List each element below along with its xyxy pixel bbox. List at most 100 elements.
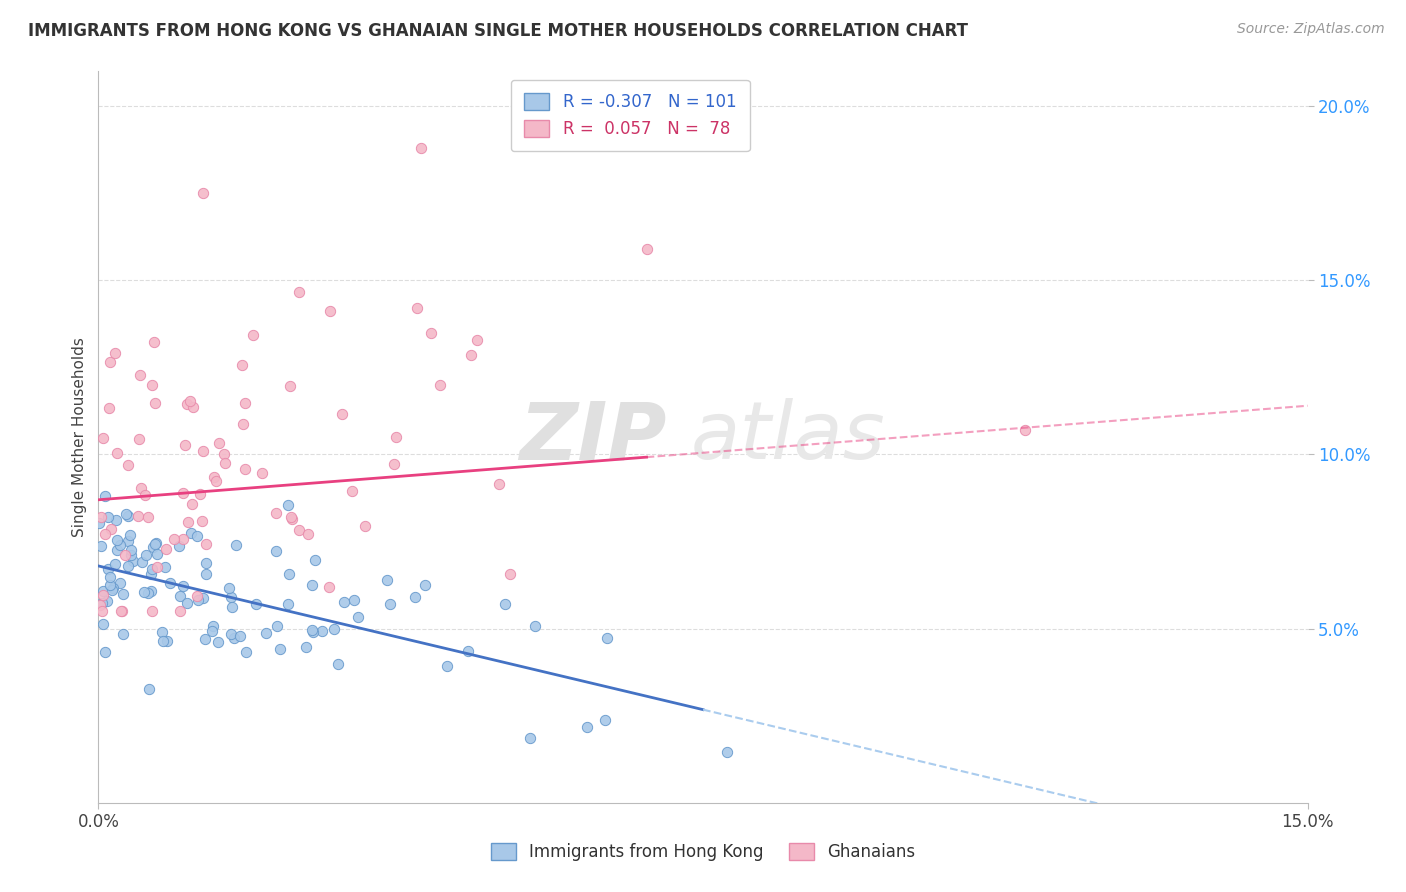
Point — [205, 474, 228, 488]
Point — [127, 508, 149, 523]
Point — [152, 634, 174, 648]
Point — [105, 543, 128, 558]
Point — [191, 444, 214, 458]
Point — [576, 720, 599, 734]
Point — [91, 617, 114, 632]
Point — [145, 537, 167, 551]
Text: atlas: atlas — [690, 398, 886, 476]
Point — [498, 567, 520, 582]
Point — [152, 625, 174, 640]
Point — [219, 627, 242, 641]
Point — [318, 580, 340, 594]
Point — [98, 401, 121, 415]
Point — [436, 659, 458, 673]
Point — [212, 446, 235, 460]
Point — [186, 589, 208, 603]
Y-axis label: Single Mother Households: Single Mother Households — [72, 337, 87, 537]
Point — [131, 555, 153, 569]
Point — [120, 548, 142, 562]
Point — [191, 514, 214, 528]
Point — [375, 573, 398, 587]
Point — [145, 395, 167, 409]
Point — [141, 562, 163, 576]
Point — [280, 510, 302, 524]
Point — [136, 510, 159, 524]
Point — [524, 619, 547, 633]
Point — [266, 619, 288, 633]
Point — [214, 456, 236, 470]
Point — [89, 516, 111, 530]
Point — [207, 634, 229, 648]
Point — [138, 586, 160, 600]
Point — [277, 498, 299, 512]
Point — [142, 540, 165, 554]
Point — [194, 566, 217, 581]
Legend: Immigrants from Hong Kong, Ghanaians: Immigrants from Hong Kong, Ghanaians — [484, 836, 922, 868]
Point — [134, 585, 156, 599]
Point — [229, 629, 252, 643]
Point — [134, 488, 156, 502]
Point — [111, 604, 134, 618]
Point — [190, 487, 212, 501]
Point — [328, 657, 350, 672]
Point — [114, 507, 136, 521]
Point — [488, 477, 510, 491]
Point — [208, 436, 231, 450]
Point — [346, 609, 368, 624]
Point — [177, 515, 200, 529]
Point — [278, 378, 301, 392]
Point — [117, 508, 139, 523]
Point — [242, 327, 264, 342]
Point — [114, 548, 136, 562]
Point — [340, 483, 363, 498]
Point — [233, 396, 256, 410]
Point — [195, 537, 218, 551]
Point — [250, 467, 273, 481]
Point — [288, 285, 311, 300]
Point — [264, 506, 287, 520]
Point — [163, 533, 186, 547]
Point — [145, 536, 167, 550]
Point — [91, 604, 114, 618]
Point — [112, 627, 135, 641]
Point — [101, 582, 124, 597]
Point — [100, 522, 122, 536]
Point — [146, 559, 169, 574]
Point — [382, 457, 405, 471]
Point — [380, 597, 402, 611]
Point — [332, 595, 354, 609]
Point — [94, 527, 117, 541]
Point — [172, 486, 194, 500]
Point — [103, 581, 125, 595]
Point — [354, 519, 377, 533]
Point — [1014, 423, 1036, 437]
Point — [98, 355, 121, 369]
Point — [141, 377, 163, 392]
Point — [120, 543, 142, 558]
Point — [104, 557, 127, 571]
Point — [128, 432, 150, 446]
Point — [169, 604, 191, 618]
Point — [235, 645, 257, 659]
Point — [91, 596, 114, 610]
Point — [269, 641, 291, 656]
Point — [117, 533, 139, 548]
Point — [409, 141, 432, 155]
Point — [295, 640, 318, 654]
Point — [385, 430, 408, 444]
Point — [153, 560, 176, 574]
Point — [176, 597, 198, 611]
Point — [194, 632, 217, 647]
Point — [319, 304, 342, 318]
Point — [129, 368, 152, 383]
Point — [278, 566, 301, 581]
Point — [221, 599, 243, 614]
Point — [105, 446, 128, 460]
Text: Source: ZipAtlas.com: Source: ZipAtlas.com — [1237, 22, 1385, 37]
Point — [202, 618, 225, 632]
Point — [98, 570, 121, 584]
Point — [406, 301, 429, 315]
Point — [302, 624, 325, 639]
Point — [193, 591, 215, 605]
Point — [89, 598, 111, 612]
